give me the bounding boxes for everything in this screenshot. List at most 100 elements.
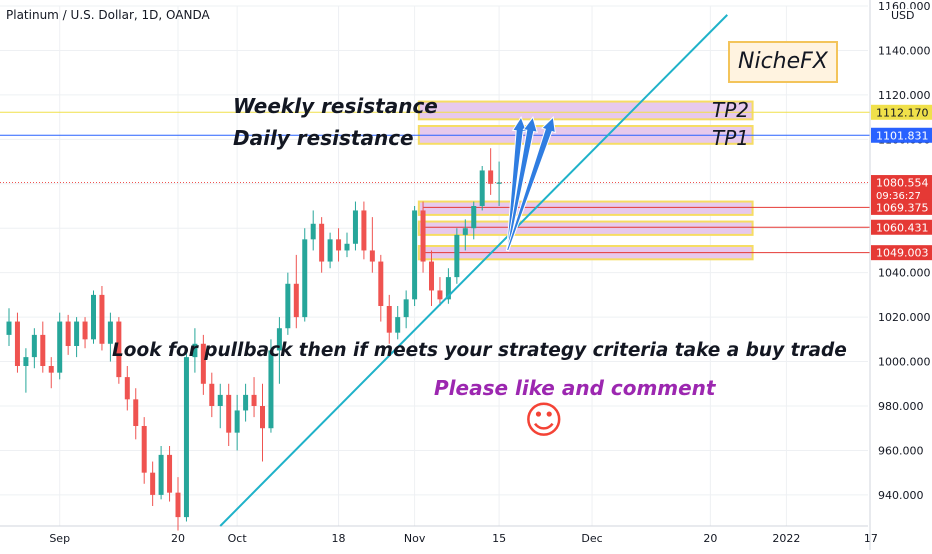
candle-body: [243, 394, 249, 411]
tp2-label: TP2: [712, 98, 750, 122]
y-tick-label: 1020.000: [878, 311, 931, 324]
candle-body: [403, 299, 409, 318]
y-tick-label: 1140.000: [878, 44, 931, 57]
currency-label: USD: [888, 9, 918, 22]
candle-body: [285, 283, 291, 329]
candle-body: [319, 223, 325, 262]
x-tick-label: 17: [864, 532, 878, 545]
y-tick-label: 940.000: [878, 489, 924, 502]
candle-body: [116, 321, 122, 378]
candle-body: [99, 294, 105, 344]
weekly-resistance-price-text: 1112.170: [876, 106, 929, 119]
candle-body: [167, 454, 173, 493]
candle-body: [124, 377, 130, 400]
daily-resistance-price-text: 1101.831: [876, 129, 929, 142]
candle-body: [479, 170, 485, 206]
candle-body: [420, 210, 426, 262]
candle-body: [462, 228, 468, 235]
x-tick-label: 20: [171, 532, 185, 545]
x-tick-label: 18: [332, 532, 346, 545]
weekly-zone: [417, 100, 754, 121]
candle-body: [14, 321, 20, 366]
candle-body: [429, 261, 434, 291]
x-tick-label: Nov: [404, 532, 426, 545]
candle-body: [454, 234, 460, 278]
candle-body: [344, 243, 350, 251]
candle-body: [471, 206, 477, 229]
candle-body: [91, 294, 96, 340]
candle-body: [386, 306, 392, 333]
candle-body: [175, 492, 181, 518]
y-tick-label: 1000.000: [878, 356, 931, 369]
support-3-price-tag: [871, 245, 932, 261]
candle-body: [209, 383, 215, 406]
candle-body: [200, 343, 206, 384]
support-2-price-text: 1060.431: [876, 221, 929, 234]
support-zone-2: [417, 220, 754, 236]
candle-body: [133, 399, 139, 426]
candle-body: [260, 406, 265, 429]
x-tick-label: Sep: [49, 532, 70, 545]
candle-body: [217, 394, 223, 406]
candle-body: [412, 210, 418, 300]
daily-resistance-price-tag: [871, 127, 932, 143]
x-tick-label: Dec: [581, 532, 602, 545]
x-tick-label: 2022: [772, 532, 800, 545]
weekly-resistance-label: Weekly resistance: [233, 94, 438, 118]
candle-body: [378, 261, 384, 306]
candle-body: [141, 426, 147, 473]
x-tick-label: 15: [492, 532, 506, 545]
last-price-price-tag: [871, 175, 932, 204]
candle-body: [251, 394, 257, 406]
candle-body: [183, 357, 189, 518]
candle-body: [234, 410, 240, 433]
candle-body: [74, 321, 80, 346]
strategy-note: Look for pullback then if meets your str…: [112, 340, 847, 361]
x-tick-label: 20: [703, 532, 717, 545]
y-tick-label: 960.000: [878, 444, 924, 457]
candle-body: [57, 321, 63, 373]
candle-body: [437, 290, 443, 300]
candle-body: [48, 366, 54, 373]
smiley-icon: ☺: [524, 398, 564, 442]
daily-resistance-label: Daily resistance: [233, 126, 414, 150]
support-3-price-text: 1049.003: [876, 247, 929, 260]
candle-body: [336, 239, 342, 251]
last-price-price-text: 1080.554: [876, 177, 929, 190]
tp1-label: TP1: [712, 126, 750, 150]
candle-body: [192, 343, 198, 358]
like-note: Please like and comment: [434, 376, 716, 400]
y-tick-label: 1040.000: [878, 267, 931, 280]
support-2-price-tag: [871, 219, 932, 235]
candle-body: [31, 334, 37, 358]
candle-body: [150, 472, 156, 495]
support-zone-1: [417, 200, 754, 216]
candle-body: [40, 334, 46, 366]
support-1-price-tag: [871, 199, 932, 215]
up-arrow: [506, 116, 538, 252]
candle-body: [293, 283, 299, 318]
brand-box: NicheFX: [728, 41, 838, 83]
weekly-resistance-price-tag: [871, 104, 932, 120]
candle-body: [496, 182, 502, 184]
candle-body: [488, 170, 494, 184]
candle-body: [82, 321, 88, 340]
symbol-title: Platinum / U.S. Dollar, 1D, OANDA: [6, 8, 210, 22]
trendline: [219, 14, 728, 527]
candle-body: [65, 321, 71, 346]
y-tick-label: 980.000: [878, 400, 924, 413]
candle-body: [327, 239, 333, 262]
x-tick-label: Oct: [228, 532, 248, 545]
candle-body: [445, 277, 451, 300]
candle-body: [302, 239, 308, 318]
candle-body: [310, 223, 316, 240]
countdown-text: 09:36:27: [876, 191, 921, 202]
candle-body: [158, 454, 164, 495]
candle-body: [23, 357, 29, 366]
candle-body: [6, 321, 12, 335]
candle-body: [107, 321, 113, 344]
support-1-price-text: 1069.375: [876, 201, 929, 214]
y-tick-label: 1120.000: [878, 89, 931, 102]
